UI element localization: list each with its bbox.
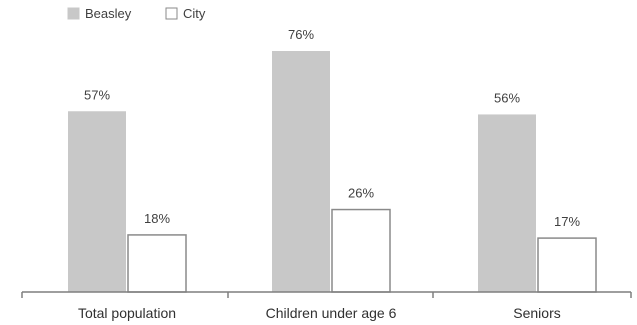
category-label-children-under-age-6: Children under age 6: [266, 305, 397, 321]
legend-swatch-city: [165, 7, 178, 20]
category-label-seniors: Seniors: [513, 305, 560, 321]
bars: [68, 51, 597, 293]
bar-beasley-children-under-age-6: [272, 51, 330, 292]
bar-beasley-seniors: [478, 114, 536, 292]
x-axis: [21, 291, 632, 298]
category-label-total-population: Total population: [78, 305, 176, 321]
data-label-beasley-total-population: 57%: [84, 87, 110, 102]
bar-city-total-population: [127, 234, 187, 293]
labels: 57% 18% 76% 26% 56% 17% Total population Childr…: [78, 27, 580, 321]
legend: Beasley City: [67, 6, 206, 21]
data-label-city-seniors: 17%: [554, 214, 580, 229]
legend-label-city: City: [183, 6, 206, 21]
data-label-beasley-children-under-age-6: 76%: [288, 27, 314, 42]
data-label-city-total-population: 18%: [144, 211, 170, 226]
legend-label-beasley: Beasley: [85, 6, 132, 21]
bar-city-children-under-age-6: [331, 208, 391, 293]
legend-swatch-beasley: [67, 7, 80, 20]
data-label-city-children-under-age-6: 26%: [348, 186, 374, 201]
bar-beasley-total-population: [68, 111, 126, 292]
bar-city-seniors: [537, 237, 597, 293]
data-label-beasley-seniors: 56%: [494, 90, 520, 105]
